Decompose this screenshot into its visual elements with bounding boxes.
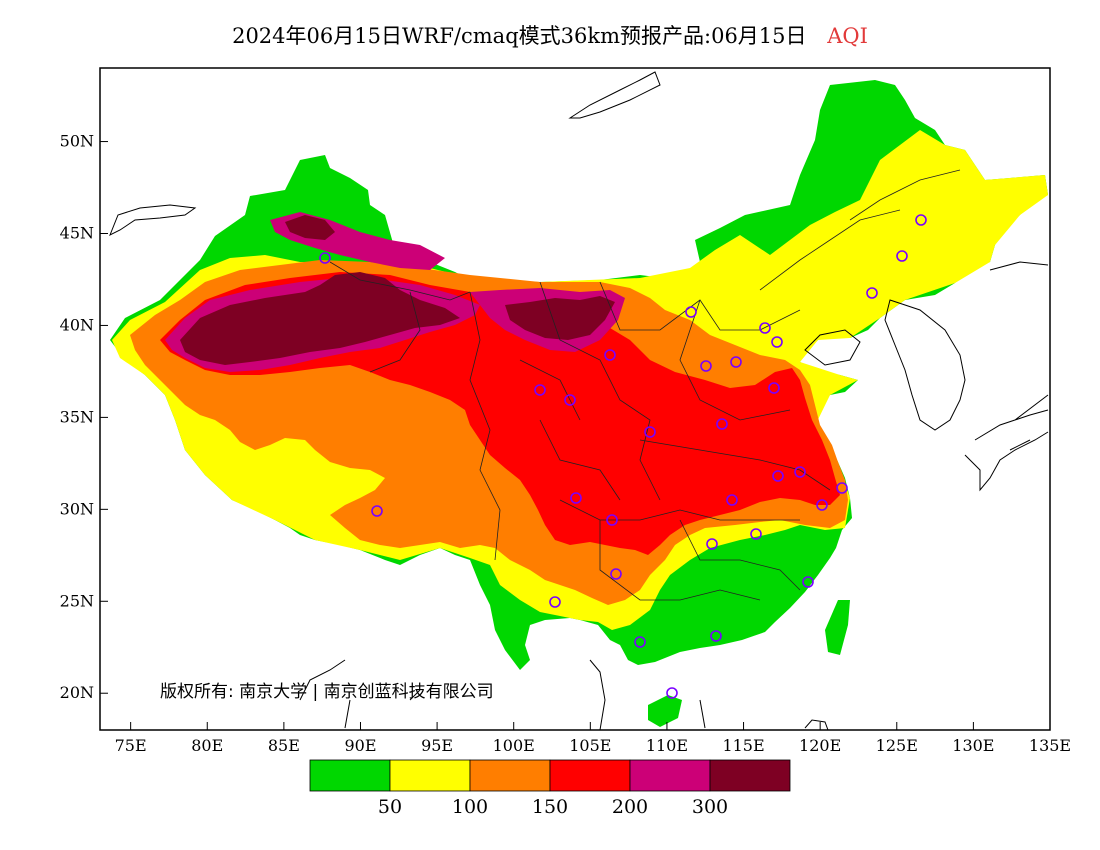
legend-label: 200	[612, 796, 648, 818]
lon-tick-label: 120E	[799, 736, 841, 755]
legend-swatch	[709, 759, 791, 792]
lon-tick-label: 135E	[1029, 736, 1071, 755]
station-marker	[730, 356, 742, 368]
lon-tick-label: 85E	[268, 736, 300, 755]
station-marker	[604, 349, 616, 361]
station-marker	[666, 687, 678, 699]
station-marker	[710, 630, 722, 642]
station-marker	[759, 322, 771, 334]
aqi-field: 版权所有: 南京大学 | 南京创蓝科技有限公司	[109, 71, 1049, 730]
aqi-zone-hazardous-c	[285, 215, 335, 240]
station-marker	[794, 466, 806, 478]
taiwan-island	[825, 600, 850, 655]
variable-label: AQI	[827, 24, 868, 48]
station-marker	[802, 576, 814, 588]
station-marker	[685, 306, 697, 318]
legend-label: 50	[378, 796, 402, 818]
station-marker	[768, 382, 780, 394]
lat-tick-label: 35N	[60, 407, 94, 426]
station-marker	[726, 494, 738, 506]
station-marker	[549, 596, 561, 608]
copyright-text: 版权所有: 南京大学 | 南京创蓝科技有限公司	[160, 682, 494, 702]
legend-swatch	[549, 759, 631, 792]
aqi-zone-hazardous	[180, 272, 460, 365]
legend-label: 150	[532, 796, 568, 818]
station-marker	[371, 505, 383, 517]
lon-tick-label: 90E	[344, 736, 376, 755]
latitude-axis: 20N 25N 30N 35N 40N 45N 50N	[60, 132, 108, 702]
station-marker	[771, 336, 783, 348]
lon-tick-label: 110E	[646, 736, 688, 755]
legend-swatch	[629, 759, 711, 792]
station-marker	[706, 538, 718, 550]
station-marker	[564, 394, 576, 406]
title-text: 2024年06月15日WRF/cmaq模式36km预报产品:06月15日	[232, 24, 807, 48]
hainan-island	[648, 695, 682, 727]
station-markers	[319, 214, 927, 699]
lon-tick-label: 125E	[876, 736, 918, 755]
station-marker	[836, 482, 848, 494]
lon-tick-label: 75E	[115, 736, 147, 755]
aqi-color-legend: 50 100 150 200 300	[309, 759, 791, 818]
legend-swatch	[309, 759, 391, 792]
province-borders	[329, 169, 961, 601]
station-marker	[319, 252, 331, 264]
station-marker	[772, 470, 784, 482]
plot-frame	[99, 67, 1051, 731]
station-marker	[534, 384, 546, 396]
lat-tick-label: 40N	[60, 315, 94, 334]
legend-swatch	[389, 759, 471, 792]
lon-tick-label: 115E	[722, 736, 764, 755]
station-marker	[606, 514, 618, 526]
lon-tick-label: 105E	[569, 736, 611, 755]
lon-tick-label: 95E	[421, 736, 453, 755]
station-marker	[866, 287, 878, 299]
station-marker	[716, 418, 728, 430]
station-marker	[570, 492, 582, 504]
station-marker	[700, 360, 712, 372]
lon-tick-label: 100E	[493, 736, 535, 755]
legend-swatch	[469, 759, 551, 792]
aqi-zone-hazardous-b	[505, 296, 615, 340]
legend-label: 100	[452, 796, 488, 818]
coastlines	[109, 71, 1049, 730]
lat-tick-label: 50N	[60, 132, 94, 151]
lon-tick-label: 80E	[191, 736, 223, 755]
lat-tick-label: 30N	[60, 499, 94, 518]
station-marker	[610, 568, 622, 580]
lat-tick-label: 20N	[60, 683, 94, 702]
station-marker	[816, 499, 828, 511]
map-title: 2024年06月15日WRF/cmaq模式36km预报产品:06月15日 AQI	[0, 20, 1100, 50]
legend-label: 300	[692, 796, 728, 818]
lon-tick-label: 130E	[952, 736, 994, 755]
longitude-axis: 75E 80E 85E 90E 95E 100E 105E 110E 115E 120E 125E 1…	[115, 722, 1071, 755]
station-marker	[915, 214, 927, 226]
station-marker	[750, 528, 762, 540]
lat-tick-label: 45N	[60, 224, 94, 243]
station-marker	[644, 426, 656, 438]
station-marker	[634, 636, 646, 648]
lat-tick-label: 25N	[60, 591, 94, 610]
station-marker	[896, 250, 908, 262]
